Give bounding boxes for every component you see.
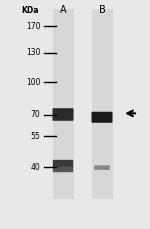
FancyBboxPatch shape (94, 165, 110, 170)
Text: 55: 55 (31, 132, 40, 141)
Text: 100: 100 (26, 78, 40, 87)
FancyBboxPatch shape (53, 167, 73, 172)
Text: 170: 170 (26, 22, 40, 31)
FancyBboxPatch shape (52, 9, 74, 199)
Text: 130: 130 (26, 48, 40, 57)
FancyBboxPatch shape (53, 160, 73, 168)
Text: 40: 40 (31, 163, 40, 172)
FancyBboxPatch shape (92, 112, 112, 123)
Text: B: B (99, 5, 105, 15)
Text: A: A (60, 5, 66, 15)
FancyBboxPatch shape (92, 9, 112, 199)
FancyBboxPatch shape (52, 108, 74, 121)
Text: KDa: KDa (21, 6, 39, 15)
Text: 70: 70 (31, 110, 40, 119)
